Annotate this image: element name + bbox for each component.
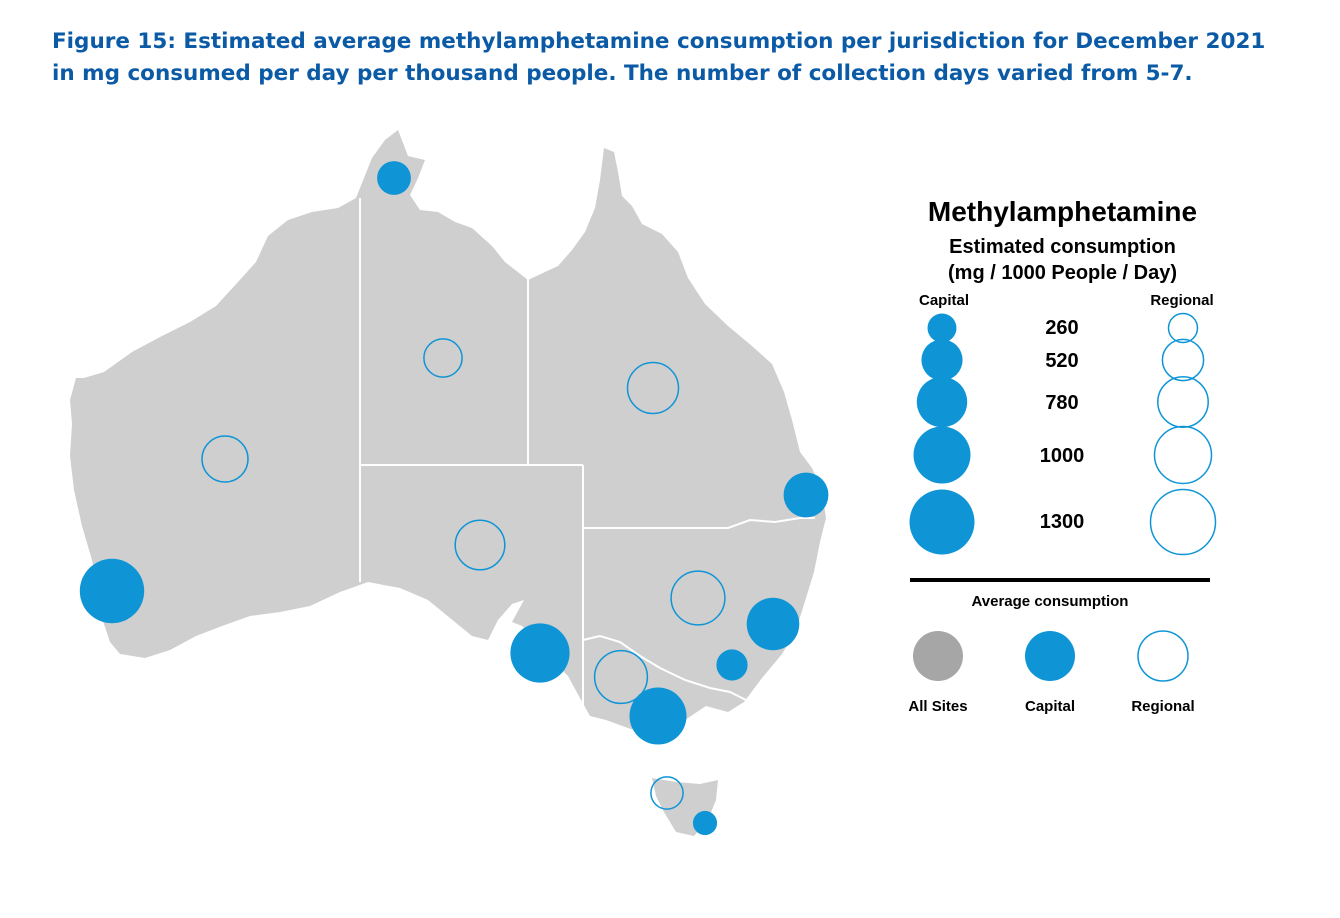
site-bubbles: [79, 161, 829, 836]
capital-site-bubble: [629, 687, 687, 745]
legend-capital-size-circle: [916, 376, 968, 428]
legend-regional-size-circle: [1153, 425, 1213, 485]
legend-size-value: 1300: [1039, 511, 1085, 533]
state-borders: [359, 198, 815, 718]
capital-site-bubble: [692, 810, 718, 836]
regional-site-bubble: [626, 361, 680, 415]
legend-all-sites-label: All Sites: [908, 698, 968, 715]
regional-site-bubble: [423, 338, 463, 378]
capital-site-bubble: [79, 558, 145, 624]
legend-size-value: 520: [1045, 350, 1079, 372]
border-qld-nsw: [583, 517, 815, 529]
regional-site-bubble: [454, 519, 506, 571]
legend-regional-label: Regional: [1131, 698, 1195, 715]
legend-capital-size-circle: [921, 339, 963, 381]
legend-capital-average-symbol: [1025, 631, 1075, 681]
legend-all-sites-symbol: [913, 631, 963, 681]
legend-size-value: 780: [1045, 392, 1079, 414]
legend-capital-size-circle: [913, 426, 971, 484]
legend-regional-size-circle: [1157, 376, 1209, 428]
legend-capital-label: Capital: [1024, 698, 1075, 715]
legend-regional-size-circle: [1167, 312, 1199, 344]
caption-line-2: in mg consumed per day per thousand peop…: [52, 61, 1193, 86]
legend-subtitle-line-2: (mg / 1000 People / Day): [948, 262, 1177, 284]
legend-regional-average-symbol: [1137, 630, 1189, 682]
mainland-australia: [70, 130, 826, 735]
regional-site-bubble: [650, 776, 684, 810]
legend-capital-size-circle: [927, 313, 957, 343]
capital-site-bubble: [510, 623, 570, 683]
legend-subtitle-line-1: Estimated consumption: [949, 236, 1176, 258]
figure-caption: Figure 15: Estimated average methylamphe…: [52, 26, 1312, 90]
regional-site-bubble: [593, 649, 649, 705]
legend-regional-header: Regional: [1150, 292, 1214, 309]
legend-capital-size-circle: [909, 489, 975, 555]
legend-size-value: 1000: [1039, 445, 1085, 467]
legend-regional-size-circle: [1149, 488, 1217, 556]
regional-site-bubble: [670, 570, 726, 626]
legend-title: Methylamphetamine: [927, 196, 1198, 227]
regional-site-bubble: [201, 435, 249, 483]
legend-symbols: [909, 312, 1217, 682]
capital-site-bubble: [716, 649, 748, 681]
border-nsw-vic: [582, 634, 751, 703]
legend-average-header: Average consumption: [971, 593, 1129, 610]
legend-capital-header: Capital: [918, 292, 969, 309]
legend-size-value: 260: [1045, 317, 1079, 339]
legend-subtitle: Estimated consumption (mg / 1000 People …: [880, 234, 1245, 286]
legend-regional-size-circle: [1161, 338, 1205, 382]
capital-site-bubble: [377, 161, 411, 195]
capital-site-bubble: [783, 472, 829, 518]
caption-line-1: Figure 15: Estimated average methylamphe…: [52, 29, 1266, 54]
capital-site-bubble: [746, 597, 800, 651]
